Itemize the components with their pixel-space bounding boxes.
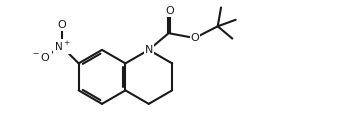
Text: $^-$O: $^-$O bbox=[31, 51, 51, 63]
Text: O: O bbox=[165, 6, 174, 16]
Text: N: N bbox=[144, 45, 153, 55]
Text: O: O bbox=[58, 20, 66, 30]
Text: O: O bbox=[191, 33, 199, 42]
Text: N$^+$: N$^+$ bbox=[54, 40, 70, 53]
